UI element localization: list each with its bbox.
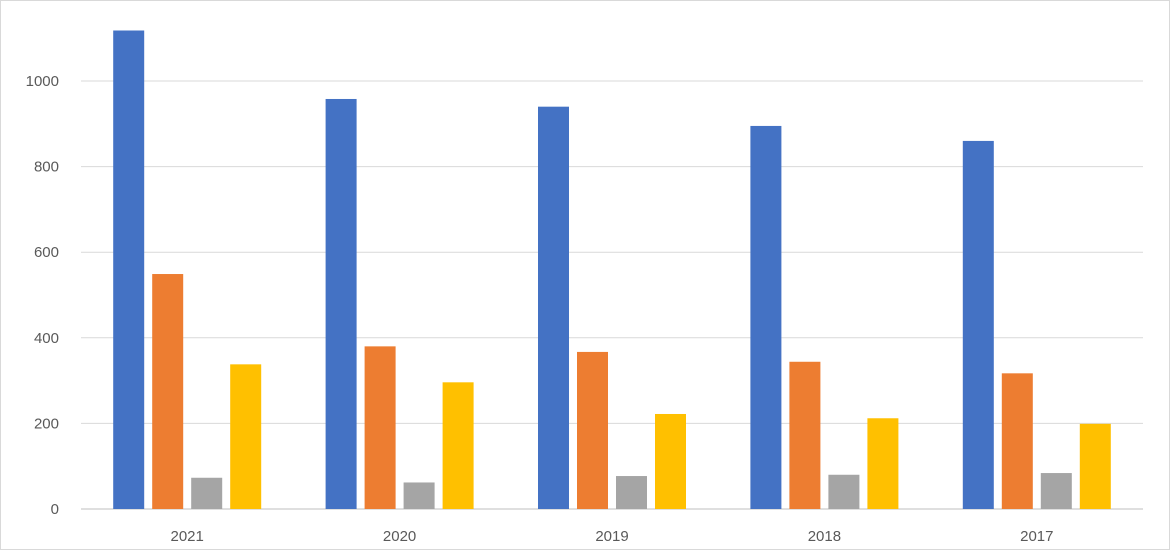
y-tick-label: 400 bbox=[34, 330, 59, 347]
y-tick-label: 200 bbox=[34, 415, 59, 432]
bar-2018-series-2 bbox=[789, 361, 821, 509]
bar-2020-series-2 bbox=[364, 346, 396, 509]
y-tick-label: 0 bbox=[51, 501, 59, 518]
bar-2017-series-3 bbox=[1040, 473, 1072, 509]
bar-2019-series-3 bbox=[616, 476, 647, 509]
x-category-label: 2019 bbox=[595, 528, 628, 545]
bars bbox=[113, 30, 1111, 510]
bar-2021-series-1 bbox=[113, 30, 145, 509]
bar-2019-series-2 bbox=[577, 351, 608, 509]
bar-2021-series-4 bbox=[230, 364, 262, 509]
bar-2018-series-4 bbox=[867, 418, 899, 509]
bar-2019-series-4 bbox=[655, 413, 686, 509]
bar-2019-series-1 bbox=[538, 106, 569, 510]
y-tick-label: 1000 bbox=[26, 73, 59, 90]
bar-2020-series-3 bbox=[403, 482, 435, 509]
bar-2020-series-4 bbox=[442, 382, 474, 509]
bar-2017-series-4 bbox=[1079, 423, 1111, 509]
bar-2020-series-1 bbox=[325, 98, 357, 509]
bar-2018-series-1 bbox=[750, 125, 782, 509]
x-axis-labels: 2021 2020 2019 2018 2017 bbox=[171, 528, 1054, 545]
y-tick-label: 600 bbox=[34, 244, 59, 261]
y-axis-ticks: 0 200 400 600 800 1000 bbox=[26, 73, 59, 518]
x-category-label: 2021 bbox=[171, 528, 204, 545]
bar-2017-series-1 bbox=[962, 140, 994, 510]
bar-2017-series-2 bbox=[1001, 373, 1033, 509]
bar-2021-series-2 bbox=[152, 274, 184, 509]
bar-2021-series-3 bbox=[191, 477, 223, 509]
x-category-label: 2020 bbox=[383, 528, 416, 545]
bar-2018-series-3 bbox=[828, 474, 860, 509]
x-category-label: 2017 bbox=[1020, 528, 1053, 545]
y-tick-label: 800 bbox=[34, 159, 59, 176]
x-category-label: 2018 bbox=[808, 528, 841, 545]
